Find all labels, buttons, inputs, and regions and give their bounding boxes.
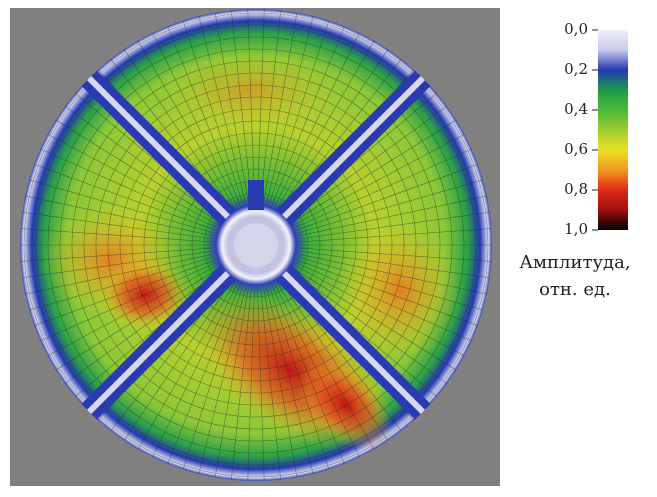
mesh-spoke	[182, 286, 243, 470]
mesh-spoke	[64, 106, 221, 220]
mesh-spoke	[266, 15, 314, 203]
colorbar-tick-label: 0,2	[564, 60, 588, 78]
mesh-spoke	[297, 259, 478, 326]
mesh-spoke	[293, 119, 457, 222]
mesh-spoke	[269, 20, 330, 204]
mesh-spoke	[297, 164, 478, 231]
mesh-spoke	[55, 268, 219, 371]
mesh-spoke	[167, 285, 240, 464]
mesh-spoke	[123, 281, 232, 441]
mesh-spoke	[198, 287, 246, 475]
amplitude-map	[20, 9, 492, 481]
mesh-spoke	[269, 286, 330, 470]
mesh-spoke	[22, 250, 213, 279]
mesh-spoke	[182, 20, 243, 204]
mesh-spoke	[293, 268, 457, 371]
mesh-spoke	[55, 119, 219, 222]
colorbar-tick-label: 0,8	[564, 180, 588, 198]
mesh-spoke	[296, 262, 472, 342]
mesh-spoke	[152, 32, 237, 206]
mesh-spoke	[298, 253, 487, 295]
mesh-spoke	[260, 10, 281, 202]
colorbar	[598, 30, 628, 230]
mesh-spoke	[47, 133, 218, 225]
mesh-spoke	[299, 211, 490, 240]
mesh-spoke	[266, 287, 314, 475]
warm-zone	[340, 220, 460, 360]
mesh-spoke	[257, 9, 265, 202]
mesh-spoke	[20, 228, 213, 243]
colorbar-tick-label: 0,6	[564, 140, 588, 158]
mesh-spoke	[214, 288, 249, 478]
colorbar-ticks: 0,0 0,2 0,4 0,6 0,8 1,0	[564, 20, 598, 238]
mesh-spoke	[25, 253, 214, 295]
mesh-spoke	[260, 288, 281, 480]
hot-zone	[297, 360, 393, 450]
mesh-spoke	[296, 148, 472, 228]
mesh-spoke	[299, 228, 492, 243]
mesh-spoke	[22, 211, 213, 240]
mesh-spoke	[29, 179, 214, 234]
mesh-spoke	[40, 262, 216, 342]
mesh-spoke	[247, 288, 255, 481]
colorbar-label: Амплитуда,	[519, 252, 630, 273]
mesh-spoke	[294, 265, 465, 357]
mesh-spoke	[29, 256, 214, 311]
mesh-spoke	[299, 250, 490, 279]
mesh-spoke	[275, 284, 360, 458]
warm-zone	[160, 50, 340, 130]
mesh-spoke	[64, 270, 221, 384]
colorbar-tick-label: 0,0	[564, 20, 588, 38]
mesh-spoke	[198, 15, 246, 203]
mesh-spoke	[263, 12, 298, 202]
mesh-spoke	[298, 179, 483, 234]
mesh-spoke	[20, 247, 213, 262]
mesh-spoke	[298, 256, 483, 311]
mesh-spoke	[34, 164, 215, 231]
colorbar-tick-label: 1,0	[564, 220, 588, 238]
mesh-spoke	[152, 284, 237, 458]
mesh-spoke	[214, 12, 249, 202]
mesh-spoke	[263, 288, 298, 478]
mesh-spoke	[167, 26, 240, 205]
mesh-spoke	[272, 285, 345, 464]
mesh-spoke	[231, 10, 252, 202]
hub-center	[234, 223, 278, 267]
mesh-spoke	[291, 270, 448, 384]
mesh-spoke	[277, 40, 375, 208]
mesh-spoke	[47, 265, 218, 357]
mesh-spoke	[247, 9, 255, 202]
mesh-spoke	[257, 288, 265, 481]
mesh-spoke	[298, 195, 487, 237]
mesh-spoke	[291, 106, 448, 220]
mesh-spoke	[123, 49, 232, 209]
mesh-spoke	[272, 26, 345, 205]
mesh-spoke	[277, 282, 375, 450]
mesh-spoke	[25, 195, 214, 237]
mesh-spoke	[34, 259, 215, 326]
mesh-spoke	[280, 49, 389, 209]
mesh-spoke	[137, 282, 235, 450]
mesh-spoke	[294, 133, 465, 225]
mesh-spoke	[137, 40, 235, 208]
mesh-spoke	[231, 288, 252, 480]
colorbar-label: отн. ед.	[539, 279, 611, 300]
mesh-spoke	[299, 247, 492, 262]
mesh-spoke	[275, 32, 360, 206]
mesh-spoke	[280, 281, 389, 441]
hub-notch	[248, 180, 264, 210]
mesh-spoke	[40, 148, 216, 228]
colorbar-tick-label: 0,4	[564, 100, 588, 118]
mesh	[20, 9, 492, 481]
